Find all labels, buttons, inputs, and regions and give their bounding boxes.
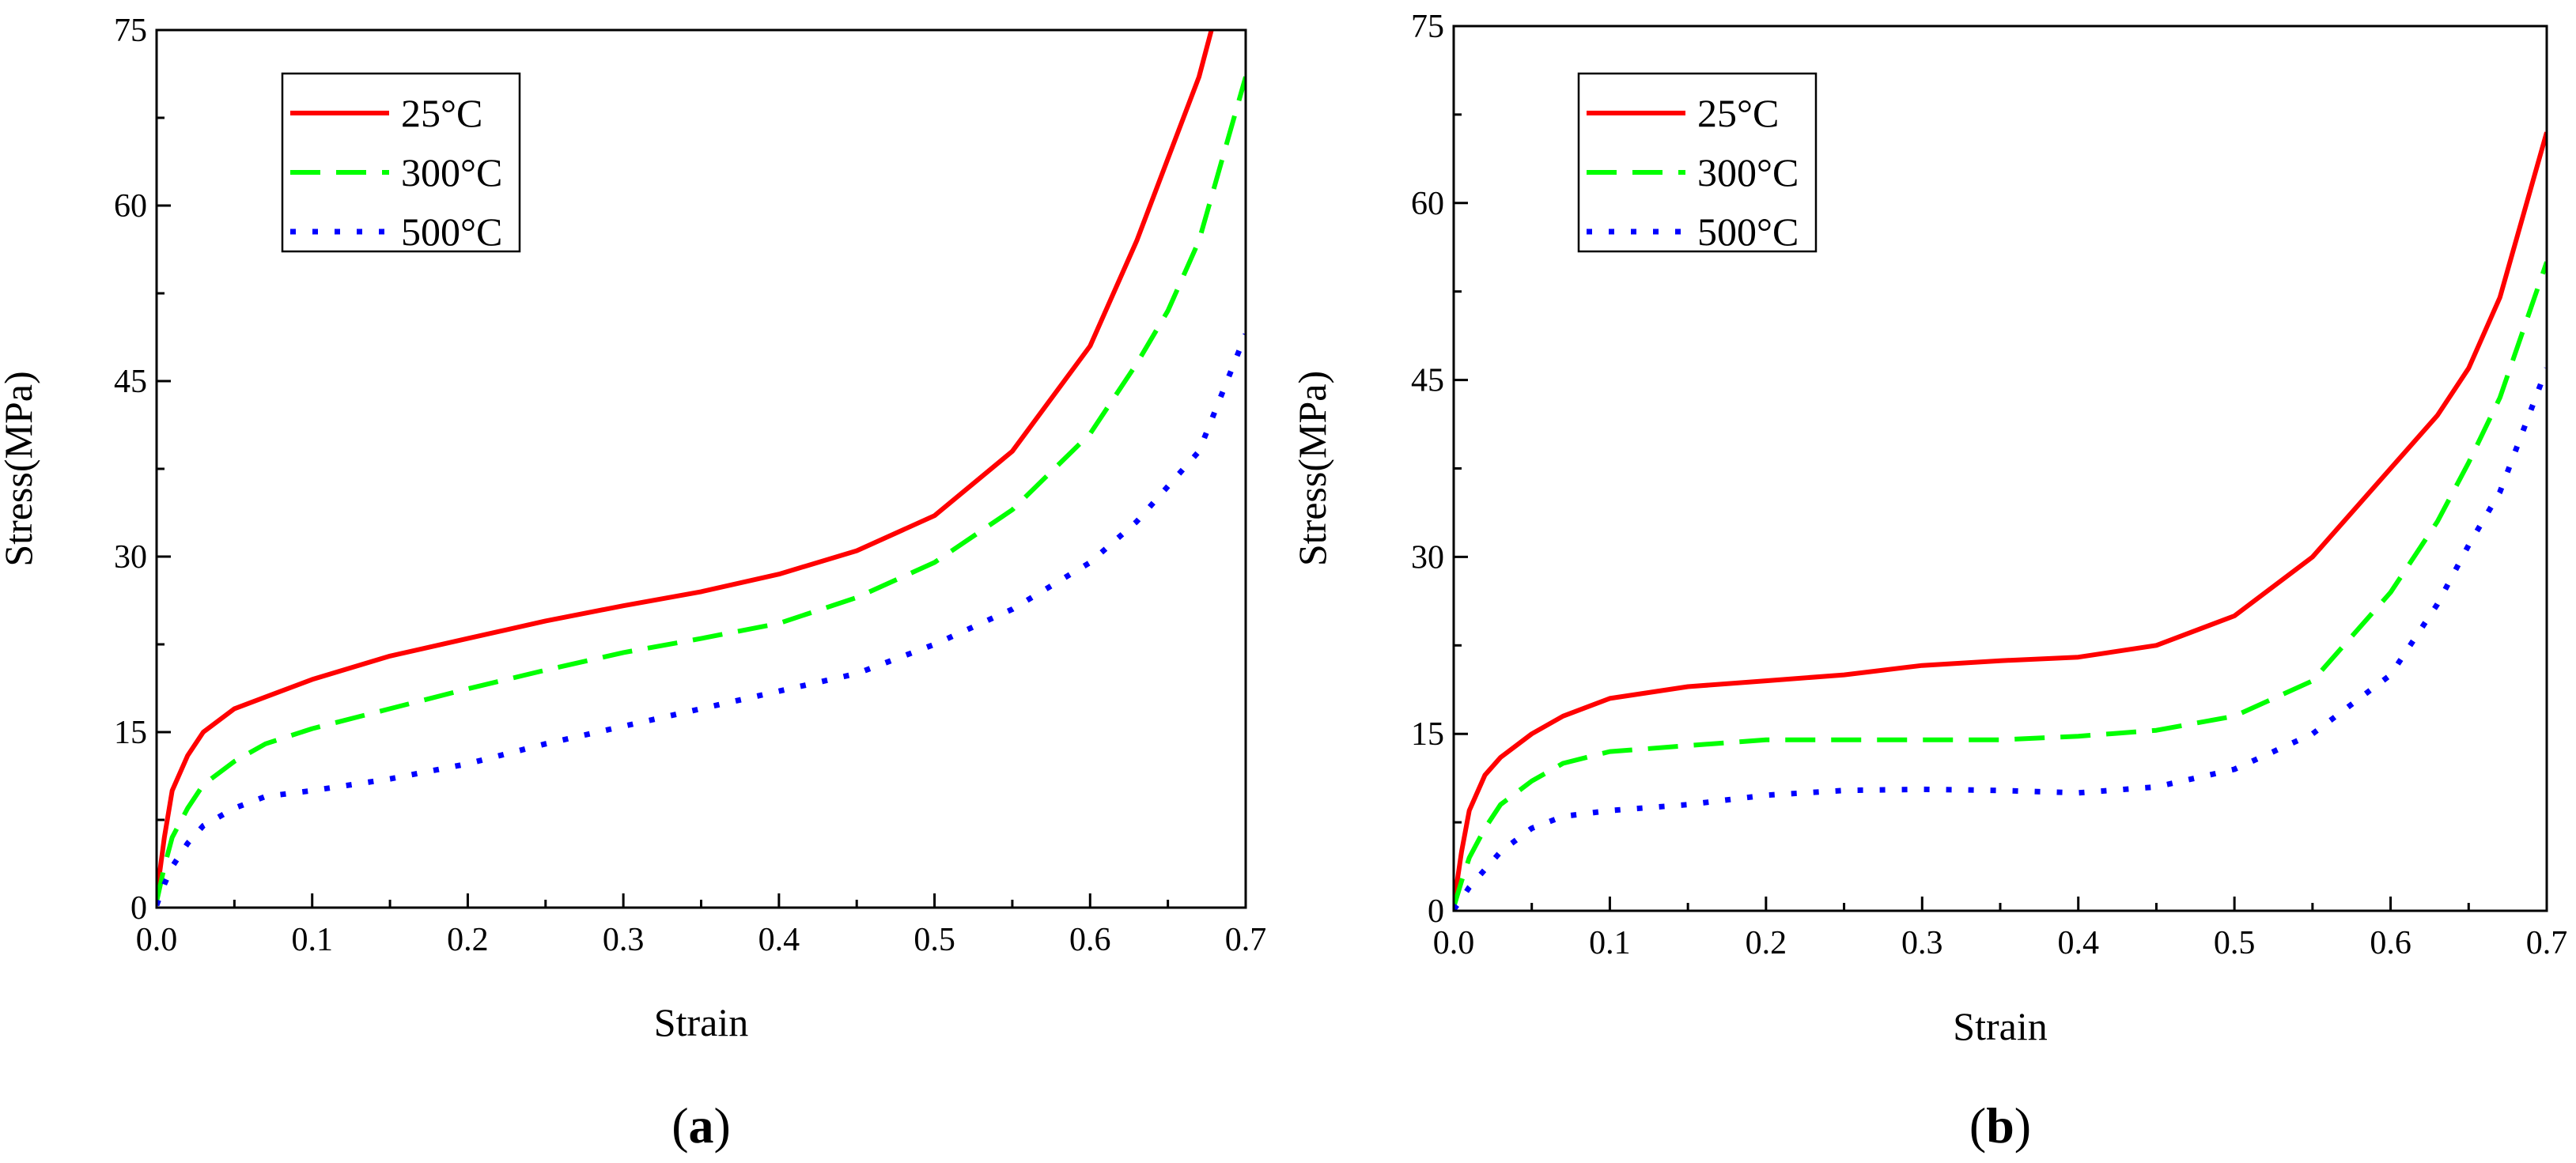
y-tick-label: 15 bbox=[114, 715, 147, 751]
y-tick-label: 30 bbox=[114, 539, 147, 576]
series-line-500Cc bbox=[157, 333, 1246, 907]
y-tick-label: 60 bbox=[114, 188, 147, 225]
series-line-25Cc bbox=[157, 30, 1214, 897]
y-tick-label: 75 bbox=[1411, 9, 1444, 45]
x-tick-label: 0.5 bbox=[914, 922, 955, 958]
panel-label: (b) bbox=[1969, 1097, 2031, 1154]
legend-label: 500°C bbox=[401, 210, 502, 254]
y-tick-label: 30 bbox=[1411, 539, 1444, 576]
x-tick-label: 0.3 bbox=[1901, 925, 1943, 961]
legend-label: 25°C bbox=[1697, 91, 1779, 135]
legend: 25°C 300°C 500°C bbox=[281, 72, 521, 254]
x-tick-label: 0.2 bbox=[1746, 925, 1787, 961]
x-tick-label: 0.5 bbox=[2214, 925, 2256, 961]
x-tick-label: 0.0 bbox=[1433, 925, 1475, 961]
legend-label: 300°C bbox=[1697, 150, 1799, 194]
series-line-25Cc bbox=[1454, 131, 2547, 905]
series-group bbox=[1454, 131, 2547, 911]
y-tick-label: 75 bbox=[114, 13, 147, 49]
x-tick-label: 0.7 bbox=[1225, 922, 1267, 958]
series-line-500Cc bbox=[1454, 367, 2547, 911]
x-tick-label: 0.1 bbox=[1589, 925, 1631, 961]
series-line-300Cc bbox=[1454, 261, 2547, 908]
x-axis-title: Strain bbox=[654, 1000, 748, 1044]
x-tick-label: 0.7 bbox=[2526, 925, 2568, 961]
legend-label: 500°C bbox=[1697, 210, 1799, 254]
x-tick-label: 0.0 bbox=[136, 922, 178, 958]
x-tick-label: 0.4 bbox=[2057, 925, 2099, 961]
legend-label: 25°C bbox=[401, 91, 482, 135]
panel-b: 0 15 30 45 60 75 0.0 0.1 0.2 0.3 0.4 0.5 0.6 0.7 Strai… bbox=[1290, 9, 2567, 1154]
legend-label: 300°C bbox=[401, 150, 502, 194]
series-line-300Cc bbox=[157, 76, 1246, 903]
x-tick-label: 0.6 bbox=[1069, 922, 1111, 958]
panel-a: 0 15 30 45 60 75 0.0 0.1 0.2 0.3 0.4 0.5 0.6 0.7 Strai… bbox=[0, 13, 1266, 1154]
x-tick-label: 0.1 bbox=[291, 922, 333, 958]
y-axis-title: Stress(MPa) bbox=[1290, 371, 1334, 566]
legend: 25°C 300°C 500°C bbox=[1577, 72, 1818, 254]
y-tick-label: 0 bbox=[1428, 893, 1444, 930]
legend-box bbox=[1577, 72, 1818, 253]
y-axis-title: Stress(MPa) bbox=[0, 371, 40, 566]
y-tick-label: 15 bbox=[1411, 716, 1444, 753]
x-tick-label: 0.4 bbox=[758, 922, 800, 958]
series-group bbox=[157, 30, 1246, 907]
x-tick-label: 0.3 bbox=[603, 922, 645, 958]
y-tick-label: 45 bbox=[1411, 363, 1444, 399]
x-axis-title: Strain bbox=[1953, 1004, 2047, 1048]
y-tick-label: 60 bbox=[1411, 186, 1444, 222]
legend-box bbox=[281, 72, 521, 253]
x-tick-label: 0.6 bbox=[2370, 925, 2411, 961]
x-tick-label: 0.2 bbox=[447, 922, 489, 958]
y-tick-label: 0 bbox=[131, 890, 147, 927]
y-tick-label: 45 bbox=[114, 364, 147, 400]
panel-label: (a) bbox=[671, 1097, 731, 1154]
